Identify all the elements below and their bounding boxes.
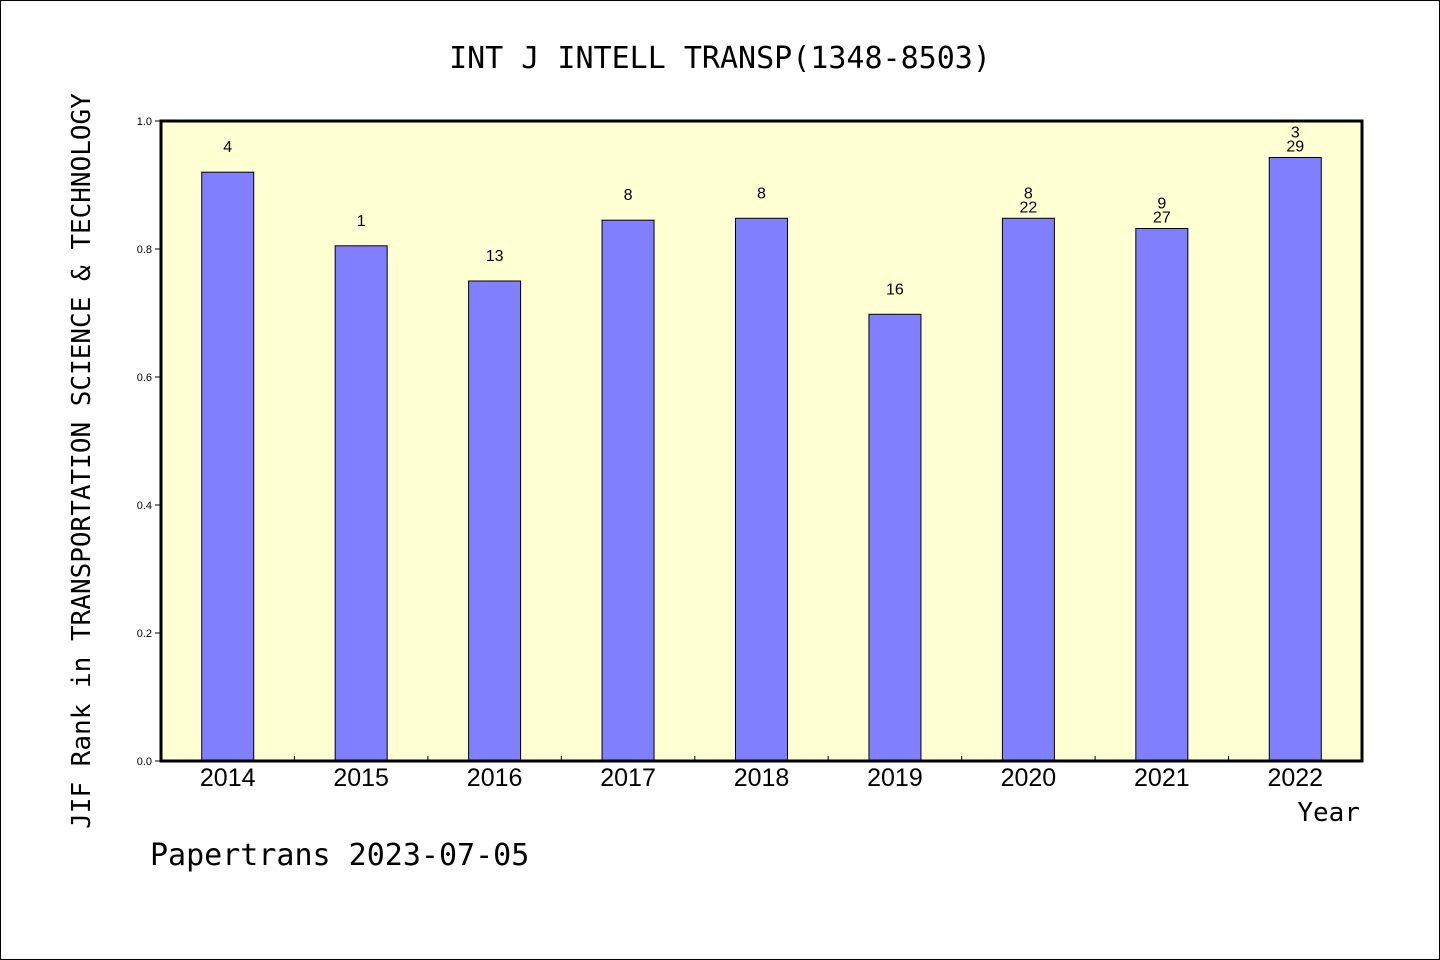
x-tick-label: 2019 <box>867 764 923 792</box>
x-tick-label: 2016 <box>467 764 523 792</box>
x-axis-label: Year <box>1297 798 1360 828</box>
y-tick-label: 0.0 <box>137 756 152 768</box>
bar-2018 <box>735 217 788 762</box>
data-label-upper: 3 <box>1291 124 1300 141</box>
chart-title: INT J INTELL TRANSP(1348-8503) <box>449 41 991 76</box>
data-label-upper: 8 <box>624 187 633 204</box>
y-tick-label: 1.0 <box>137 116 152 128</box>
y-tick-label: 0.6 <box>137 372 152 384</box>
y-tick-label: 0.8 <box>137 244 152 256</box>
bar-2015 <box>334 245 388 762</box>
y-tick-label: 0.2 <box>137 628 152 640</box>
data-label-upper: 1 <box>357 213 366 230</box>
x-tick-label: 2022 <box>1267 764 1323 792</box>
data-label-upper: 16 <box>886 281 904 298</box>
data-label-lower: 29 <box>1286 138 1304 155</box>
bars <box>201 156 1322 762</box>
x-tick-label: 2014 <box>200 764 256 792</box>
bar-2021 <box>1135 228 1189 762</box>
bar-2022 <box>1268 156 1322 762</box>
plot-border <box>159 119 1364 763</box>
data-label-upper: 4 <box>223 139 232 156</box>
data-label-upper: 13 <box>486 248 504 265</box>
y-tick-label: 0.4 <box>137 500 152 512</box>
x-tick-label: 2021 <box>1134 764 1190 792</box>
data-label-upper: 8 <box>757 185 766 202</box>
bar-2017 <box>601 219 655 762</box>
x-tick-label: 2020 <box>1001 764 1057 792</box>
bar-2016 <box>468 280 522 762</box>
data-label-upper: 8 <box>1024 185 1033 202</box>
footer-credit: Papertrans 2023-07-05 <box>150 838 529 873</box>
x-tick-label: 2017 <box>600 764 656 792</box>
data-label-lower: 22 <box>1019 199 1037 216</box>
y-axis: 0.0 0.2 0.4 0.6 0.8 1.0 <box>137 116 161 768</box>
x-tick-label: 2015 <box>333 764 389 792</box>
bar-2014 <box>201 171 255 762</box>
data-label-lower: 27 <box>1153 210 1171 227</box>
x-axis: 2014 2015 2016 2017 2018 2019 2020 2021 2022 <box>200 756 1323 792</box>
bar-2020 <box>1001 217 1055 762</box>
y-axis-label: JIF Rank in TRANSPORTATION SCIENCE & TEC… <box>67 93 97 829</box>
bar-2019 <box>868 313 922 762</box>
data-label-upper: 9 <box>1157 196 1166 213</box>
x-tick-label: 2018 <box>734 764 790 792</box>
